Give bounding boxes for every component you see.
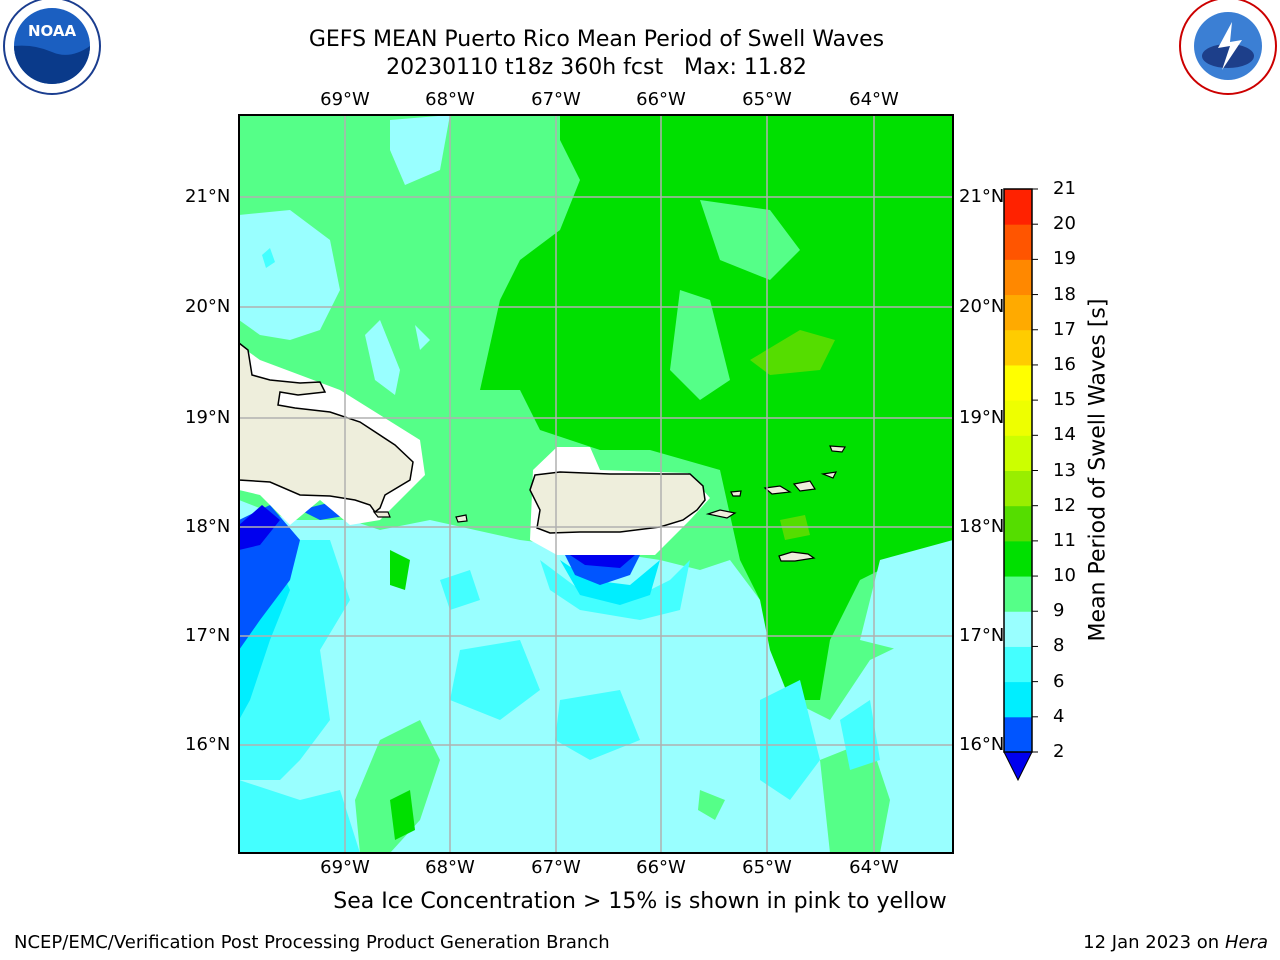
colorbar-segment [1004,505,1032,542]
colorbar-label: Mean Period of Swell Waves [s] [1085,298,1111,642]
colorbar-tick-label: 20 [1053,213,1076,235]
colorbar-segment [1004,189,1032,225]
colorbar-segment [1004,329,1032,366]
colorbar-tick-label: 15 [1053,389,1076,411]
lon-label-bottom: 66°W [636,857,686,878]
lat-label-right: 19°N [959,407,1005,428]
lat-label-left: 19°N [185,407,231,428]
lat-label-right: 21°N [959,186,1005,207]
map-subtitle: 20230110 t18z 360h fcst Max: 11.82 [386,55,807,80]
lat-label-right: 17°N [959,625,1005,646]
lon-label-bottom: 67°W [531,857,581,878]
colorbar-segment [1004,364,1032,401]
lon-label-bottom: 65°W [742,857,792,878]
lon-label-top: 69°W [320,89,370,110]
lat-label-left: 20°N [185,296,231,317]
colorbar-tick-label: 17 [1053,318,1076,340]
colorbar-tick-label: 2 [1053,741,1065,762]
colorbar-tick-label: 12 [1053,494,1076,516]
colorbar-tick-label: 6 [1053,670,1065,692]
colorbar-segment [1004,435,1032,471]
lon-label-top: 67°W [531,89,581,110]
colorbar-segment [1004,540,1032,577]
footer-host: Hera [1224,932,1268,953]
footer-branch: NCEP/EMC/Verification Post Processing Pr… [14,932,610,953]
colorbar-segment [1004,611,1032,647]
colorbar-segment [1004,576,1032,612]
lat-label-right: 18°N [959,516,1005,537]
footer-date-text: 12 Jan 2023 on [1083,932,1225,953]
lon-label-top: 66°W [636,89,686,110]
lat-label-left: 17°N [185,625,231,646]
lon-label-bottom: 68°W [425,857,475,878]
colorbar-segment [1004,259,1032,296]
lat-label-right: 16°N [959,734,1005,755]
sea-ice-note: Sea Ice Concentration > 15% is shown in … [333,889,947,914]
colorbar-tick-label: 11 [1053,529,1076,551]
colorbar-segment [1004,716,1032,753]
colorbar [1003,188,1038,782]
colorbar-tick-label: 16 [1053,353,1076,375]
map-frame [238,114,954,854]
lat-label-right: 20°N [959,296,1005,317]
lon-label-top: 68°W [425,89,475,110]
map-title: GEFS MEAN Puerto Rico Mean Period of Swe… [308,27,885,52]
colorbar-tick-label: 18 [1053,283,1076,305]
colorbar-tick-label: 4 [1053,705,1065,727]
colorbar-tick-label: 14 [1053,424,1076,446]
lat-label-left: 16°N [185,734,231,755]
lon-label-bottom: 69°W [320,857,370,878]
colorbar-segment [1004,681,1032,718]
colorbar-segment [1004,470,1032,507]
colorbar-segment [1004,400,1032,436]
noaa-logo: NOAA [3,0,101,95]
colorbar-tick-label: 21 [1053,178,1076,199]
lon-label-top: 64°W [849,89,899,110]
colorbar-tick-label: 9 [1053,600,1065,622]
colorbar-segment [1004,224,1032,260]
footer-date: 12 Jan 2023 on Hera [1083,932,1268,953]
colorbar-tick-label: 8 [1053,635,1065,657]
gridlines [239,115,953,853]
colorbar-tick-label: 13 [1053,459,1076,481]
lat-label-left: 18°N [185,516,231,537]
colorbar-tick-label: 19 [1053,248,1076,270]
lon-label-bottom: 64°W [849,857,899,878]
colorbar-extend-arrow [1003,751,1033,782]
colorbar-segment [1004,646,1032,683]
nws-logo [1179,0,1277,95]
lon-label-top: 65°W [742,89,792,110]
noaa-logo-text: NOAA [28,22,77,40]
colorbar-tick-label: 10 [1053,565,1076,587]
lat-label-left: 21°N [185,186,231,207]
colorbar-segment [1004,294,1032,331]
